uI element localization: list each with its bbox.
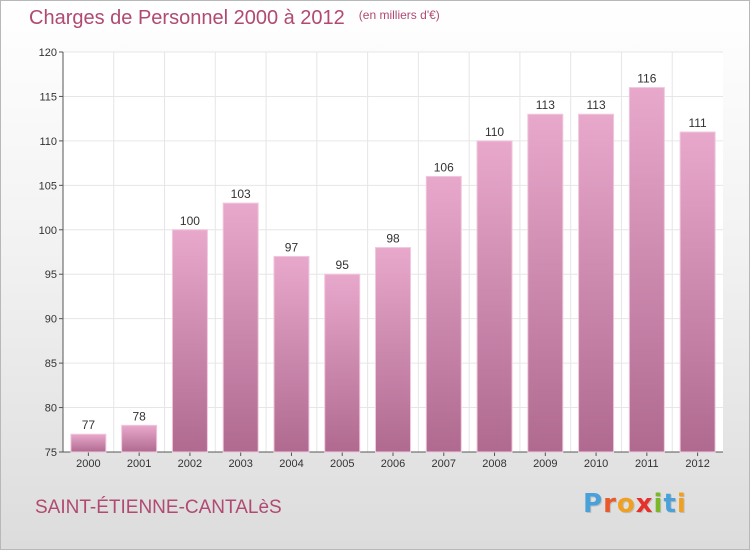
data-label-2009: 113	[536, 98, 555, 112]
bar-2011	[628, 87, 665, 453]
y-tick-label: 120	[39, 47, 57, 59]
unit-note: (en milliers d'€)	[358, 8, 440, 22]
bar-2009	[527, 113, 564, 453]
x-tick-label-2006: 2006	[381, 458, 405, 470]
data-label-2011: 116	[637, 72, 656, 86]
logo-letter: i	[676, 489, 687, 519]
data-label-2004: 97	[285, 240, 299, 254]
data-label-2001: 78	[132, 409, 146, 423]
logo-letter: x	[635, 489, 654, 519]
x-tick-label-2005: 2005	[330, 458, 354, 470]
bar-2007	[425, 175, 462, 453]
data-label-2005: 95	[336, 258, 350, 272]
bar-2000	[70, 433, 107, 453]
y-tick-label: 95	[45, 269, 57, 281]
chart-title-text: Charges de Personnel 2000 à 2012	[29, 7, 345, 29]
x-tick-label-2003: 2003	[228, 458, 252, 470]
x-tick-label-2011: 2011	[635, 458, 659, 470]
x-tick-label-2009: 2009	[533, 458, 557, 470]
logo-letter: i	[653, 489, 664, 519]
data-label-2003: 103	[231, 187, 251, 201]
bar-2012	[679, 131, 716, 453]
logo-letter: r	[603, 489, 617, 519]
bar-2010	[578, 113, 615, 453]
x-tick-label-2002: 2002	[178, 458, 202, 470]
bar-2001	[121, 424, 158, 453]
x-tick-label-2010: 2010	[584, 458, 608, 470]
bar-2004	[273, 255, 310, 453]
commune-name: SAINT-ÉTIENNE-CANTALèS	[35, 497, 282, 518]
y-tick-label: 110	[39, 136, 57, 148]
label-layer: 77 2000 78 2001 100 2002 103 2003 97 2004 95 2005 98…	[76, 72, 710, 470]
data-label-2006: 98	[386, 232, 400, 246]
x-tick-label-2012: 2012	[685, 458, 709, 470]
data-label-2000: 77	[82, 418, 96, 432]
y-tick-label: 90	[45, 314, 57, 326]
data-label-2008: 110	[485, 125, 504, 139]
bar-2006	[375, 247, 411, 453]
x-tick-label-2004: 2004	[279, 458, 303, 470]
data-label-2012: 111	[688, 116, 707, 130]
bar-2008	[476, 140, 513, 453]
x-tick-label-2008: 2008	[482, 458, 506, 470]
y-tick-label: 85	[45, 358, 57, 370]
y-tick-label: 80	[45, 403, 57, 415]
bar-layer	[70, 87, 716, 453]
data-label-2010: 113	[587, 98, 606, 112]
data-label-2007: 106	[434, 160, 454, 174]
proxiti-logo: Proxiti	[583, 489, 687, 519]
logo-letter: t	[663, 489, 677, 519]
bar-2002	[171, 229, 208, 453]
chart-title: Charges de Personnel 2000 à 2012 (en mill…	[29, 7, 440, 30]
x-tick-label-2007: 2007	[432, 458, 456, 470]
x-tick-label-2001: 2001	[127, 458, 151, 470]
x-tick-label-2000: 2000	[76, 458, 100, 470]
logo-letter: o	[616, 489, 636, 519]
y-tick-label: 105	[39, 180, 57, 192]
y-tick-label: 115	[39, 91, 57, 103]
logo-letter: P	[583, 489, 604, 519]
data-label-2002: 100	[180, 214, 200, 228]
bar-2003	[222, 202, 259, 453]
y-tick-label: 75	[45, 447, 57, 459]
y-tick-label: 100	[39, 225, 57, 237]
bar-2005	[324, 273, 361, 453]
